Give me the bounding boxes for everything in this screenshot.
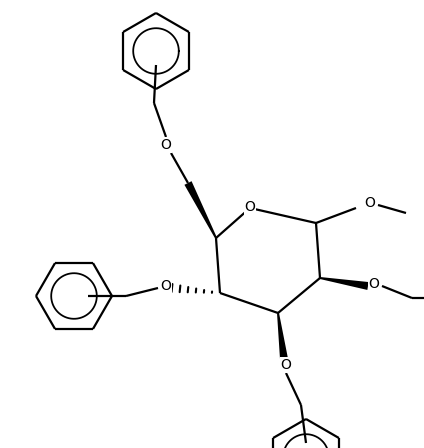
Text: O: O	[368, 277, 379, 291]
Text: O: O	[245, 200, 255, 214]
Text: O: O	[281, 358, 291, 372]
Text: O: O	[161, 279, 171, 293]
Polygon shape	[184, 181, 217, 238]
Polygon shape	[320, 277, 368, 290]
Polygon shape	[277, 313, 288, 359]
Text: O: O	[161, 138, 171, 152]
Text: O: O	[365, 196, 375, 210]
